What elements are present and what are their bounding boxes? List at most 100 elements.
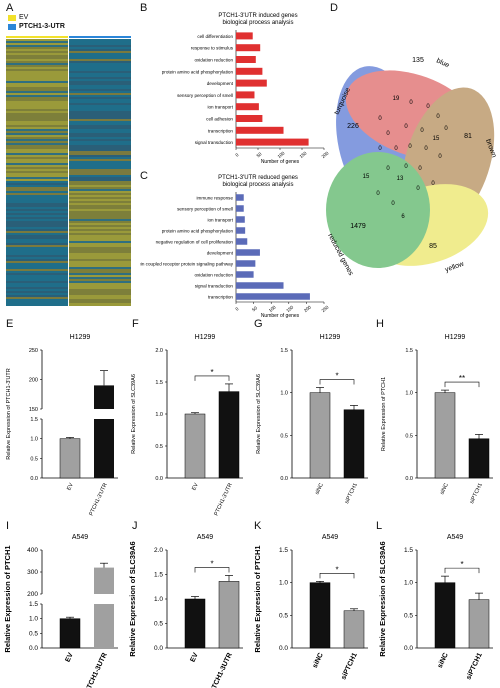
heatmap-cell	[6, 63, 68, 66]
heatmap-cell	[6, 267, 68, 270]
venn-count: 0	[431, 181, 435, 187]
category-label: negative regulation of cell proliferatio…	[156, 240, 234, 245]
heatmap-cell	[6, 97, 68, 100]
heatmap-cell	[69, 113, 131, 116]
bar	[236, 238, 248, 245]
y-tick-label: 2.0	[154, 547, 163, 554]
y-tick-label: 0.5	[279, 612, 288, 619]
heatmap-cell	[69, 237, 131, 240]
chart-c-plot: immune response sensory perception of sme…	[140, 192, 330, 319]
venn-count: 0	[378, 116, 382, 122]
heatmap-cell	[6, 107, 68, 110]
heatmap-cell	[69, 93, 131, 96]
heatmap-cell	[69, 217, 131, 220]
heatmap-cell	[69, 247, 131, 250]
heatmap-cell	[69, 127, 131, 130]
x-tick-label: PTCH1-3UTR	[209, 652, 234, 688]
heatmap-cell	[69, 185, 131, 188]
heatmap-cell	[6, 193, 68, 196]
heatmap-cell	[6, 257, 68, 260]
y-tick-label: 1.0	[29, 616, 38, 623]
heatmap-cell	[6, 299, 68, 302]
heatmap-cell	[6, 153, 68, 156]
heatmap-cell	[69, 43, 131, 46]
heatmap-cell	[69, 207, 131, 210]
heatmap-cell	[6, 189, 68, 192]
x-tick-label: EV	[66, 482, 75, 491]
venn-count: 0	[444, 126, 448, 132]
heatmap-cell	[6, 207, 68, 210]
venn-diagram: turquoise blue brown yellow reduced gene…	[326, 57, 497, 277]
heatmap-cell	[69, 253, 131, 256]
bar	[94, 567, 114, 594]
category-label: sensory perception of smell	[177, 93, 233, 98]
heatmap-cell	[69, 73, 131, 76]
significance-label: *	[335, 372, 338, 381]
venn-count: 0	[416, 186, 420, 192]
heatmap-cell	[6, 85, 68, 88]
heatmap-cell	[6, 295, 68, 298]
panel-letter-k: K	[254, 520, 262, 532]
heatmap-cell	[6, 249, 68, 252]
chart-j: A549 Relative Expression of SLC39A6 0.0 0.5…	[128, 534, 243, 688]
venn-count: 0	[386, 166, 390, 172]
bar	[184, 413, 206, 479]
legend-ev-swatch	[8, 14, 16, 21]
significance-bracket	[444, 381, 480, 388]
heatmap-cell	[6, 205, 68, 208]
y-tick-label: 1.5	[155, 380, 163, 386]
chart-g: H1299 Relative Expression of SLC39A6 0.0 0.…	[256, 334, 368, 505]
heatmap-cell	[6, 147, 68, 150]
venn-count: 0	[420, 128, 424, 134]
heatmap-cell	[69, 41, 131, 44]
bar	[236, 249, 260, 256]
heatmap-cell	[6, 123, 68, 126]
heatmap-cell	[6, 73, 68, 76]
x-tick-label: siPTCH1	[344, 482, 359, 504]
heatmap-cell	[6, 149, 68, 152]
heatmap-cell	[6, 53, 68, 56]
category-label: cell differentiation	[197, 34, 233, 39]
heatmap-cell	[6, 195, 68, 198]
panel-letter-c: C	[140, 170, 148, 182]
venn-count: 0	[404, 164, 408, 170]
heatmap-cell	[6, 159, 68, 162]
heatmap-cell	[69, 133, 131, 136]
y-tick-label: 0.5	[280, 433, 288, 439]
venn-count: 226	[347, 123, 359, 130]
heatmap-cell	[69, 219, 131, 222]
heatmap-cell	[69, 223, 131, 226]
heatmap-cell	[69, 167, 131, 170]
bar	[236, 293, 310, 300]
bar-lower-segment	[94, 604, 114, 648]
heatmap-cell	[69, 49, 131, 52]
heatmap-cell	[69, 305, 131, 306]
heatmap-cell	[69, 249, 131, 252]
heatmap-cell	[6, 269, 68, 272]
heatmap-cell	[69, 141, 131, 144]
heatmap-cell	[6, 271, 68, 274]
category-label: ion transport	[207, 105, 233, 110]
panel-letter-d: D	[330, 2, 338, 14]
legend-ev-label: EV	[19, 14, 29, 21]
x-tick-label: siPTCH1	[340, 652, 359, 681]
heatmap-cell	[6, 237, 68, 240]
y-tick-label: 1.0	[404, 580, 413, 587]
x-tick-label: PTCH1-3'UTR	[213, 482, 233, 517]
legend-ptch1: PTCH1-3-UTR	[8, 23, 65, 30]
heatmap-cell	[69, 159, 131, 162]
y-tick-label: 0.0	[405, 476, 413, 482]
heatmap-cell	[69, 135, 131, 138]
heatmap-cell	[6, 171, 68, 174]
x-axis-label: Number of genes	[261, 313, 300, 319]
heatmap-cell	[6, 79, 68, 82]
heatmap-cell	[69, 271, 131, 274]
heatmap-cell	[69, 101, 131, 104]
heatmap-cell	[6, 213, 68, 216]
heatmap-cell	[6, 263, 68, 266]
heatmap-cell	[6, 135, 68, 138]
x-tick-label: siNC	[439, 482, 449, 495]
heatmap-cell	[69, 95, 131, 98]
x-tick-label: 150	[299, 150, 308, 159]
heatmap-cell	[6, 93, 68, 96]
